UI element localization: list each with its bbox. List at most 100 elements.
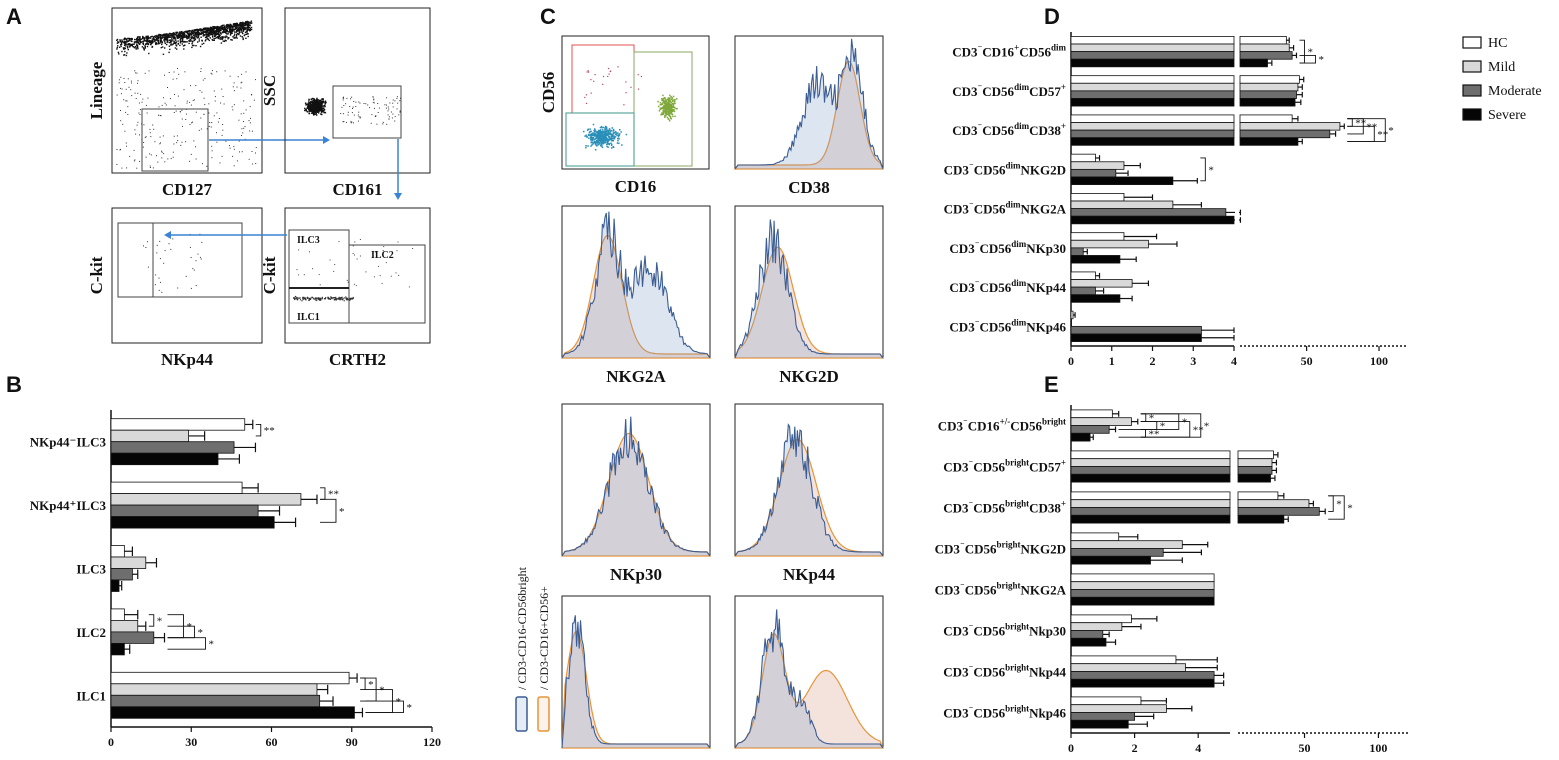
event-dot bbox=[144, 46, 146, 48]
bar-moderate-upper bbox=[1239, 51, 1293, 60]
event-dot bbox=[250, 26, 253, 29]
event-dot bbox=[128, 86, 130, 88]
event-dot bbox=[237, 23, 239, 26]
legend-swatch-mild bbox=[1462, 60, 1482, 73]
event-dot bbox=[161, 40, 163, 43]
event-dot bbox=[390, 275, 392, 277]
event-dot bbox=[238, 31, 240, 33]
event-dot bbox=[615, 132, 618, 134]
event-dot bbox=[194, 32, 197, 34]
event-dot bbox=[172, 238, 174, 240]
event-dot bbox=[313, 109, 316, 112]
significance-label: * bbox=[187, 621, 193, 633]
event-dot bbox=[604, 134, 606, 137]
event-dot bbox=[238, 140, 240, 142]
event-dot bbox=[605, 134, 607, 137]
event-dot bbox=[124, 82, 126, 83]
significance-bracket: * bbox=[1328, 495, 1342, 512]
event-dot bbox=[396, 108, 398, 110]
event-dot bbox=[139, 36, 141, 38]
event-dot bbox=[237, 29, 240, 31]
event-dot bbox=[584, 135, 586, 137]
event-dot bbox=[216, 26, 218, 28]
event-dot bbox=[129, 43, 132, 46]
event-dot bbox=[193, 29, 195, 31]
event-dot bbox=[154, 284, 156, 286]
event-dot bbox=[333, 299, 335, 301]
x-tick-label: 2 bbox=[1150, 354, 1156, 368]
event-dot bbox=[671, 113, 674, 116]
event-dot bbox=[214, 37, 217, 39]
event-dot bbox=[231, 106, 233, 108]
event-dot bbox=[139, 114, 141, 115]
event-dot bbox=[659, 108, 661, 110]
event-dot bbox=[353, 101, 355, 102]
event-dot bbox=[196, 37, 199, 39]
event-dot bbox=[664, 114, 666, 117]
event-dot bbox=[127, 37, 129, 40]
event-dot bbox=[178, 34, 180, 36]
event-dot bbox=[225, 35, 227, 37]
event-dot bbox=[248, 26, 251, 29]
event-dot bbox=[604, 139, 606, 141]
event-dot bbox=[177, 95, 179, 97]
event-dot bbox=[214, 35, 216, 37]
event-dot bbox=[189, 246, 191, 248]
event-dot bbox=[599, 129, 602, 132]
event-dot bbox=[347, 111, 349, 113]
event-dot bbox=[236, 26, 238, 28]
event-dot bbox=[194, 33, 196, 36]
x-tick-label: 4 bbox=[1195, 741, 1201, 755]
event-dot bbox=[606, 145, 608, 148]
event-dot bbox=[182, 45, 185, 47]
category-label: ILC2 bbox=[76, 625, 106, 640]
event-dot bbox=[183, 34, 185, 36]
event-dot bbox=[199, 33, 201, 35]
significance-bracket: * bbox=[1299, 39, 1313, 64]
event-dot bbox=[232, 109, 234, 111]
plot-frame bbox=[561, 35, 710, 170]
event-dot bbox=[123, 48, 125, 50]
event-dot bbox=[302, 297, 304, 299]
event-dot bbox=[243, 121, 244, 122]
event-dot bbox=[597, 141, 599, 143]
event-dot bbox=[617, 140, 619, 142]
event-dot bbox=[663, 110, 666, 112]
event-dot bbox=[156, 39, 158, 41]
event-dot bbox=[218, 26, 221, 29]
event-dot bbox=[202, 33, 205, 35]
event-dot bbox=[192, 32, 195, 34]
bar-mild-upper bbox=[1239, 82, 1299, 92]
event-dot bbox=[208, 34, 210, 37]
event-dot bbox=[219, 34, 221, 37]
event-dot bbox=[617, 66, 619, 68]
event-dot bbox=[246, 26, 248, 28]
bar-moderate bbox=[1070, 247, 1084, 256]
event-dot bbox=[602, 135, 605, 138]
event-dot bbox=[213, 28, 215, 31]
event-dot bbox=[370, 122, 372, 124]
event-dot bbox=[598, 129, 600, 132]
bar-hc bbox=[1070, 450, 1231, 460]
event-dot bbox=[204, 31, 206, 33]
event-dot bbox=[136, 37, 138, 40]
bar-severe bbox=[1070, 637, 1107, 647]
event-dot bbox=[383, 246, 385, 248]
event-dot bbox=[144, 72, 146, 74]
event-dot bbox=[246, 22, 248, 24]
event-dot bbox=[343, 96, 344, 98]
event-dot bbox=[243, 112, 245, 114]
event-dot bbox=[159, 41, 162, 43]
event-dot bbox=[672, 106, 674, 108]
event-dot bbox=[167, 33, 170, 35]
bar-moderate bbox=[1070, 548, 1164, 557]
event-dot bbox=[200, 68, 202, 70]
event-dot bbox=[317, 107, 319, 109]
event-dot bbox=[315, 100, 318, 102]
event-dot bbox=[116, 94, 118, 96]
significance-label: ** bbox=[1377, 129, 1388, 141]
event-dot bbox=[668, 109, 671, 111]
event-dot bbox=[135, 39, 137, 41]
event-dot bbox=[153, 35, 156, 38]
